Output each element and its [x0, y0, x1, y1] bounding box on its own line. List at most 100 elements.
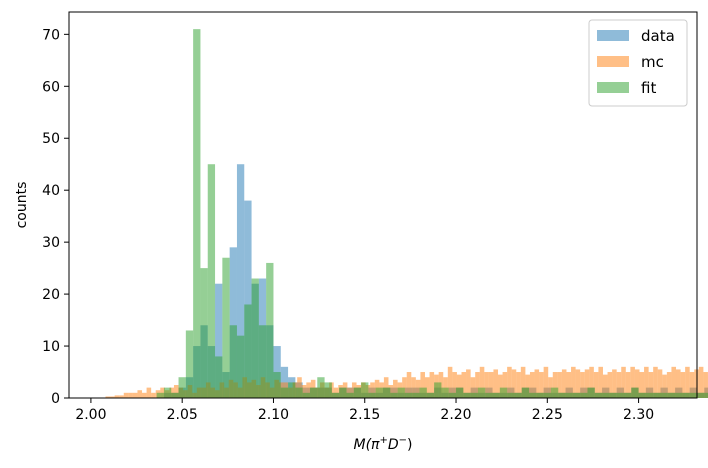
fit-bar [631, 387, 639, 398]
mc-bar [561, 369, 567, 398]
mc-bar [571, 366, 576, 398]
mc-bar [415, 379, 421, 398]
x-tick-label: 2.05 [167, 407, 198, 423]
fit-bar [667, 392, 676, 398]
mc-bar [475, 372, 480, 398]
legend: data mc fit [588, 19, 688, 107]
x-label-sup1: + [379, 435, 387, 446]
fit-bar [375, 387, 383, 398]
mc-bar [511, 369, 517, 398]
mc-bar [612, 369, 617, 398]
mc-bar [630, 366, 635, 398]
fit-bar [331, 392, 340, 398]
x-tick-label: 2.15 [349, 407, 380, 423]
mc-bar [566, 372, 572, 398]
fit-bar [456, 387, 464, 398]
fit-bar [280, 387, 289, 398]
mc-bar [689, 372, 695, 398]
data-bar [229, 247, 237, 398]
x-tick-label: 2.00 [75, 407, 106, 423]
fit-bar [171, 392, 179, 398]
fit-bar [200, 268, 208, 398]
y-tick-label: 30 [42, 235, 60, 251]
mc-bar [698, 366, 704, 398]
fit-bar [704, 392, 708, 398]
y-tick-label: 40 [42, 183, 60, 199]
fit-bar [470, 392, 478, 398]
fit-bar [697, 392, 705, 398]
mc-bar [173, 385, 179, 398]
fit-bar [163, 387, 172, 398]
mc-bar [703, 372, 708, 398]
mc-bar [132, 392, 138, 398]
mc-bar [507, 366, 512, 398]
fit-bar [215, 356, 223, 398]
mc-bar [151, 392, 156, 398]
fit-bar [419, 387, 427, 398]
mc-bar [653, 366, 658, 398]
mc-bar [575, 369, 581, 398]
mc-bar [123, 392, 129, 398]
fit-bar [193, 29, 201, 398]
mc-bar [301, 385, 307, 398]
mc-bar [516, 372, 521, 398]
fit-bar [558, 392, 566, 398]
mc-bar [525, 374, 530, 398]
mc-bar [625, 372, 631, 398]
x-tick-label: 2.25 [532, 407, 563, 423]
x-label-base: M(π [353, 437, 380, 453]
mc-bar [470, 377, 476, 398]
y-tick-label: 50 [42, 131, 60, 147]
data-bar [244, 200, 252, 398]
mc-bar [598, 366, 603, 398]
fit-bar [222, 257, 230, 398]
legend-swatch-data [597, 30, 629, 41]
fit-bar [623, 392, 632, 398]
fit-bar [594, 392, 603, 398]
fit-bar [383, 387, 391, 398]
mc-bar [484, 372, 489, 398]
y-axis: 0 10 20 30 40 50 60 70 [42, 27, 69, 407]
plot-area [105, 29, 708, 398]
mc-bar [479, 366, 485, 398]
mc-bar [529, 372, 535, 398]
fit-bar [346, 392, 354, 398]
mc-bar [657, 369, 663, 398]
fit-bar [361, 382, 369, 398]
fit-bar [499, 387, 508, 398]
mc-bar [452, 372, 457, 398]
mc-bar [493, 369, 499, 398]
mc-bar [105, 396, 111, 398]
fit-bar [178, 377, 186, 398]
mc-bar [634, 369, 640, 398]
mc-bar [128, 392, 133, 398]
fit-bar [543, 392, 551, 398]
mc-bar [539, 372, 544, 398]
fit-bar [251, 278, 259, 398]
mc-bar [621, 366, 626, 398]
fit-bar [339, 387, 347, 398]
fit-bar [448, 392, 457, 398]
fit-bar [324, 382, 332, 398]
fit-bar [317, 377, 325, 398]
fit-bar [207, 164, 216, 398]
mc-bar [306, 382, 311, 398]
mc-bar [602, 374, 608, 398]
mc-bar [666, 372, 672, 398]
fit-bar [273, 372, 281, 398]
fit-bar [689, 392, 697, 398]
x-axis-label: M(π+D−) [353, 435, 412, 453]
fit-bar [587, 387, 595, 398]
x-label-mid: D [388, 437, 399, 453]
fit-bar [521, 387, 530, 398]
x-tick-label: 2.10 [258, 407, 289, 423]
mc-bar [662, 374, 667, 398]
mc-bar [466, 369, 471, 398]
fit-bar [426, 392, 435, 398]
fit-bar [390, 392, 398, 398]
mc-bar [110, 396, 115, 398]
fit-bar [156, 392, 164, 398]
fit-bar [682, 392, 690, 398]
mc-bar [543, 366, 549, 398]
